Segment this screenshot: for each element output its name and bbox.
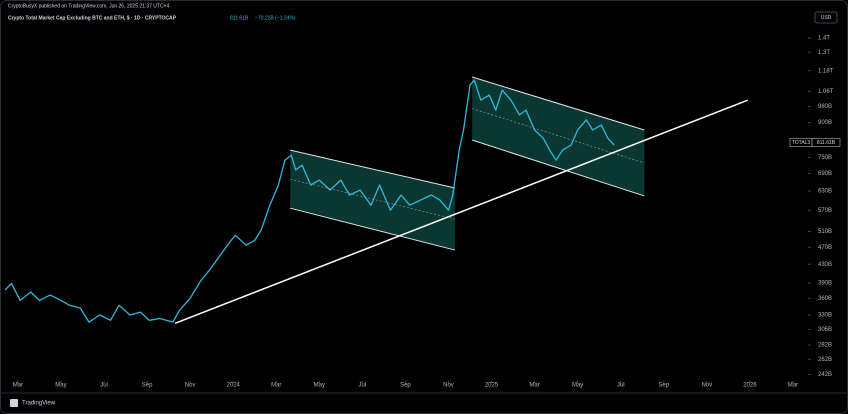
symbol-title: Crypto Total Market Cap Excluding BTC an… — [8, 15, 177, 21]
y-tick-label: 470B — [818, 245, 832, 251]
y-tick-label: 980B — [818, 104, 832, 110]
y-tick-label: 330B — [818, 313, 832, 319]
price-tag-bg — [811, 138, 841, 147]
x-tick-label: Nov — [443, 383, 454, 389]
channel-mid — [290, 178, 456, 220]
header-price: 811.61B — [230, 15, 249, 21]
y-tick-label: 750B — [818, 155, 832, 161]
y-tick-label: 1.4T — [818, 36, 830, 42]
y-tick-label: 390B — [818, 281, 832, 287]
x-tick-label: Sep — [658, 383, 669, 389]
x-tick-label: Mar — [529, 383, 539, 389]
x-tick-label: Jul — [100, 383, 108, 389]
y-tick-label: 690B — [818, 171, 832, 177]
price-tag-symbol: TOTAL3 — [792, 140, 811, 146]
y-tick-label: 306B — [818, 327, 832, 333]
y-tick-label: 510B — [818, 229, 832, 235]
x-tick-label: Nov — [185, 383, 196, 389]
x-tick-label: Jul — [359, 383, 367, 389]
byline: CryptoBusyX published on TradingView.com… — [8, 3, 169, 9]
footer-brand: TradingView — [22, 401, 56, 407]
y-tick-label: 1.18T — [818, 68, 834, 74]
y-tick-label: 630B — [818, 189, 832, 195]
price-tag-label: 811.61B — [817, 140, 836, 146]
y-tick-label: 360B — [818, 296, 832, 302]
y-tick-label: 430B — [818, 262, 832, 268]
y-tick-label: 1.06T — [818, 89, 834, 95]
header-change: −70.22B (−1.24%) — [255, 15, 296, 21]
channel-bottom — [472, 139, 645, 197]
trendline — [174, 99, 748, 324]
x-tick-label: Sep — [142, 383, 153, 389]
channel-top — [290, 149, 456, 189]
y-tick-label: 262B — [818, 357, 832, 363]
brand-icon — [10, 399, 18, 407]
y-tick-label: 1.3T — [818, 50, 830, 56]
y-tick-label: 900B — [818, 120, 832, 126]
x-tick-label: 2024 — [227, 383, 241, 389]
x-tick-label: Jul — [617, 383, 625, 389]
channel-bottom — [290, 207, 456, 251]
x-tick-label: May — [55, 383, 66, 389]
y-tick-label: 242B — [818, 372, 832, 378]
x-tick-label: Mar — [271, 383, 281, 389]
x-tick-label: 2026 — [743, 383, 757, 389]
x-tick-label: May — [572, 383, 583, 389]
x-tick-label: Mar — [13, 383, 23, 389]
x-tick-label: Sep — [400, 383, 411, 389]
x-tick-label: 2025 — [485, 383, 499, 389]
plot: 1.4T 1.3T 1.18T 1.06T 980B 900B 750B 690B 630B 57… — [4, 36, 841, 389]
y-tick-label: 282B — [818, 343, 832, 349]
currency-box[interactable] — [814, 11, 838, 24]
currency[interactable]: USD — [821, 15, 832, 21]
x-tick-label: May — [314, 383, 325, 389]
x-tick-label: Mar — [788, 383, 798, 389]
y-tick-label: 570B — [818, 208, 832, 214]
x-tick-label: Nov — [701, 383, 712, 389]
channel-top — [472, 76, 645, 131]
price-line — [4, 79, 615, 323]
